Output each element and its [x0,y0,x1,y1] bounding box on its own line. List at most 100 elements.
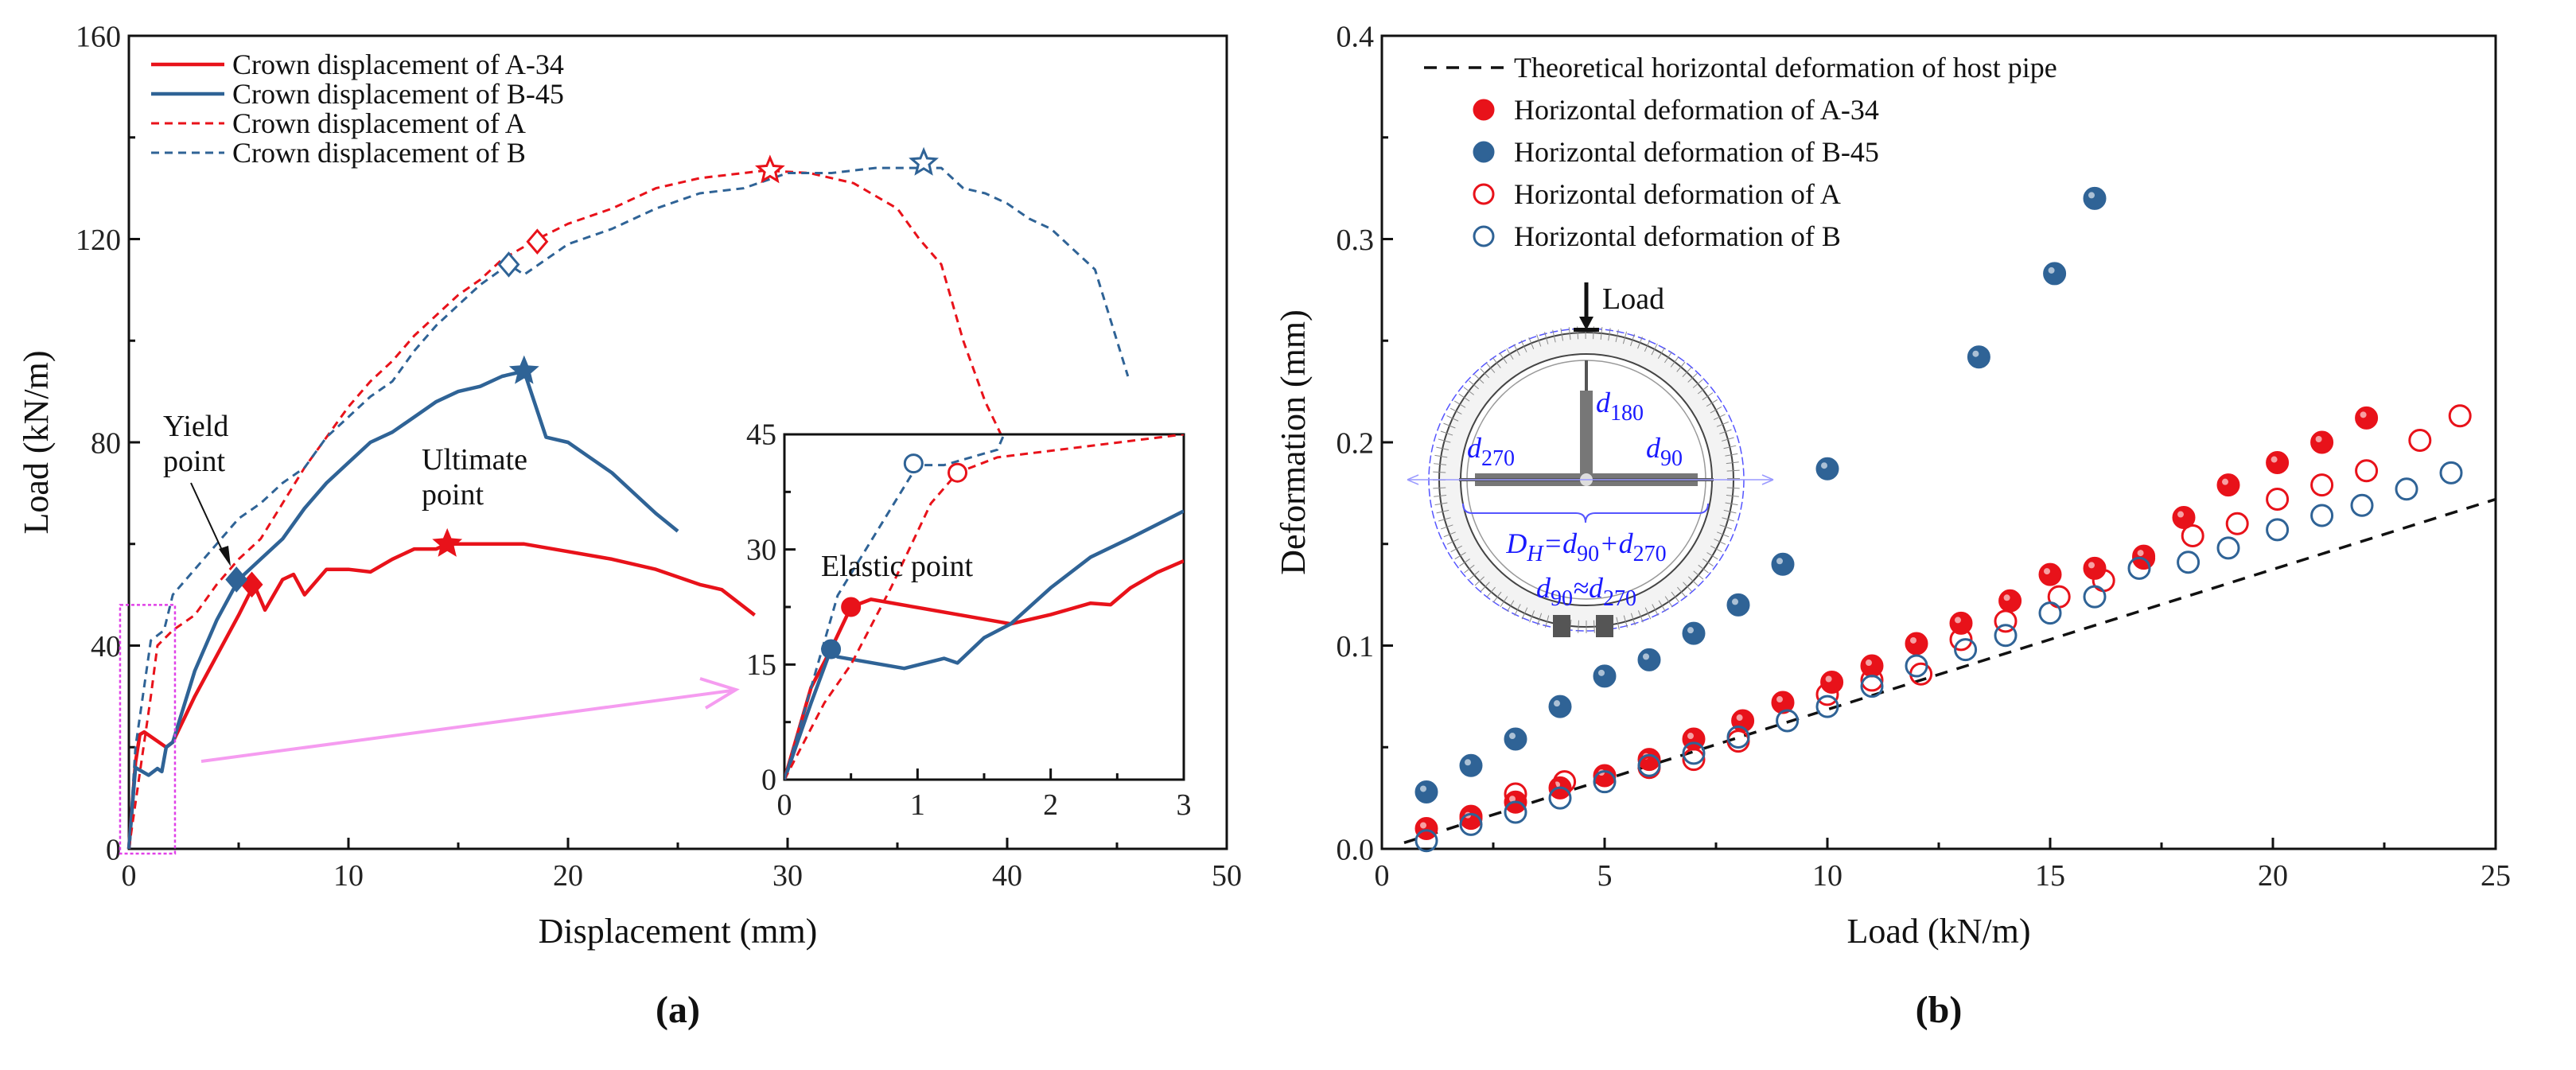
data-point-series-2 [1593,664,1617,688]
data-point-series-4 [1682,741,1706,765]
inset-y-tick-label: 45 [746,418,776,452]
b-y-tick-label: 0.2 [1337,426,1375,460]
zoom-arrow-head-icon [699,677,740,710]
data-point-highlight [2222,478,2228,485]
data-point-highlight [2048,267,2055,274]
a-x-tick-label: 0 [122,859,137,893]
ultimate-b-45-marker [508,355,539,384]
caption-a: (a) [656,989,700,1031]
data-point-series-4 [2439,461,2463,484]
data-point-highlight [2137,550,2144,557]
label-d270-sub: 270 [1481,446,1515,471]
data-point-series-2 [1548,695,1572,718]
data-point-series-3 [2355,459,2379,483]
elastic-a-34-marker [841,597,862,617]
data-point-series-1 [2266,451,2290,475]
caption-b: (b) [1916,989,1963,1031]
ultimate-a-34-marker [432,527,463,557]
yield-b-45-marker [225,566,248,593]
load-plate [1574,328,1599,332]
inset-x-tick-label: 1 [910,788,925,822]
b-x-tick-label: 0 [1375,859,1390,893]
a-series-line-2 [127,169,1009,850]
data-point-highlight [2044,568,2050,575]
data-point-highlight [1910,636,1916,644]
data-point-series-4 [1994,624,2018,648]
data-point-series-2 [1637,648,1661,671]
data-point-series-3 [2225,512,2249,535]
a-x-tick-label: 50 [1212,859,1242,893]
data-point-series-1 [1949,611,1973,635]
data-point-highlight [1509,733,1516,740]
data-point-highlight [2271,456,2278,463]
x-axis-title-b: Load (kN/m) [1847,912,2031,951]
data-point-highlight [1825,675,1832,683]
a-y-tick-label: 40 [91,630,121,663]
data-point-highlight [1821,462,1827,469]
label-dh-formula-base: d [1562,527,1578,559]
data-point-series-4 [2083,585,2107,609]
data-point-series-4 [2177,551,2200,574]
zoom-arrow [200,689,733,763]
data-point-series-3 [2408,428,2432,452]
label-d90-approx-d270: d90 ≈d270 [1536,572,1636,611]
data-point-highlight [2177,511,2184,518]
data-point-highlight [1866,660,1872,667]
b-legend-swatch [1473,141,1495,163]
data-point-series-1 [2038,562,2062,586]
elastic-b-45-marker [821,639,842,660]
b-y-tick-label: 0.0 [1337,833,1375,866]
a-legend-label: Crown displacement of B [232,137,526,169]
a-y-tick-label: 160 [76,20,121,53]
zoom-region-box [119,604,177,855]
data-point-series-4 [2216,536,2240,560]
b-legend-swatch [1473,99,1495,121]
data-point-highlight [1776,558,1783,565]
b-legend-swatch [1473,225,1495,247]
data-point-series-2 [1815,457,1839,481]
elastic-a-marker [948,462,968,483]
label-d90: d90 [1646,432,1683,471]
data-point-highlight [2360,411,2367,418]
theory-line [1403,497,2496,845]
data-point-highlight [2315,436,2322,442]
b-x-tick-label: 10 [1812,859,1843,893]
data-point-series-3 [1553,770,1577,794]
data-point-series-2 [1967,345,1990,369]
data-point-highlight [1776,696,1783,703]
b-y-tick-label: 0.4 [1337,20,1375,53]
data-point-highlight [2088,562,2095,569]
label-d90-approx-d270-sub: 270 [1603,586,1636,611]
data-point-highlight [1955,617,1961,624]
b-x-tick-label: 25 [2481,859,2511,893]
label-d270-base: d [1467,432,1482,464]
data-point-highlight [1972,350,1979,357]
data-point-series-3 [1860,668,1884,692]
data-point-series-2 [1682,621,1706,645]
label-d90-approx-d270-sub: 90 [1551,586,1573,611]
b-x-tick-label: 5 [1597,859,1613,893]
data-point-series-2 [1504,727,1527,751]
annotation-ultimate-point: Ultimate point [422,443,527,512]
b-legend-label: Theoretical horizontal deformation of ho… [1514,52,2057,84]
data-point-series-3 [2181,524,2204,548]
label-dh-formula: DH =d90 +d270 [1505,527,1666,566]
label-d270: d270 [1467,432,1515,471]
data-point-series-4 [1860,675,1884,698]
label-d90-approx-d270-base: d [1589,572,1604,604]
ultimate-b-marker [909,146,940,176]
data-point-series-1 [2310,430,2334,454]
data-point-series-4 [1459,812,1483,836]
a-legend-label: Crown displacement of A-34 [232,49,564,80]
data-point-series-2 [2083,186,2107,210]
label-d90-approx-d270-base: d [1536,572,1551,604]
label-d180: d180 [1596,387,1644,426]
a-y-tick-label: 120 [76,224,121,257]
data-point-series-4 [2038,601,2062,625]
load-label: Load [1602,282,1664,316]
a-series-line-0 [126,542,756,850]
data-point-highlight [1736,714,1743,722]
